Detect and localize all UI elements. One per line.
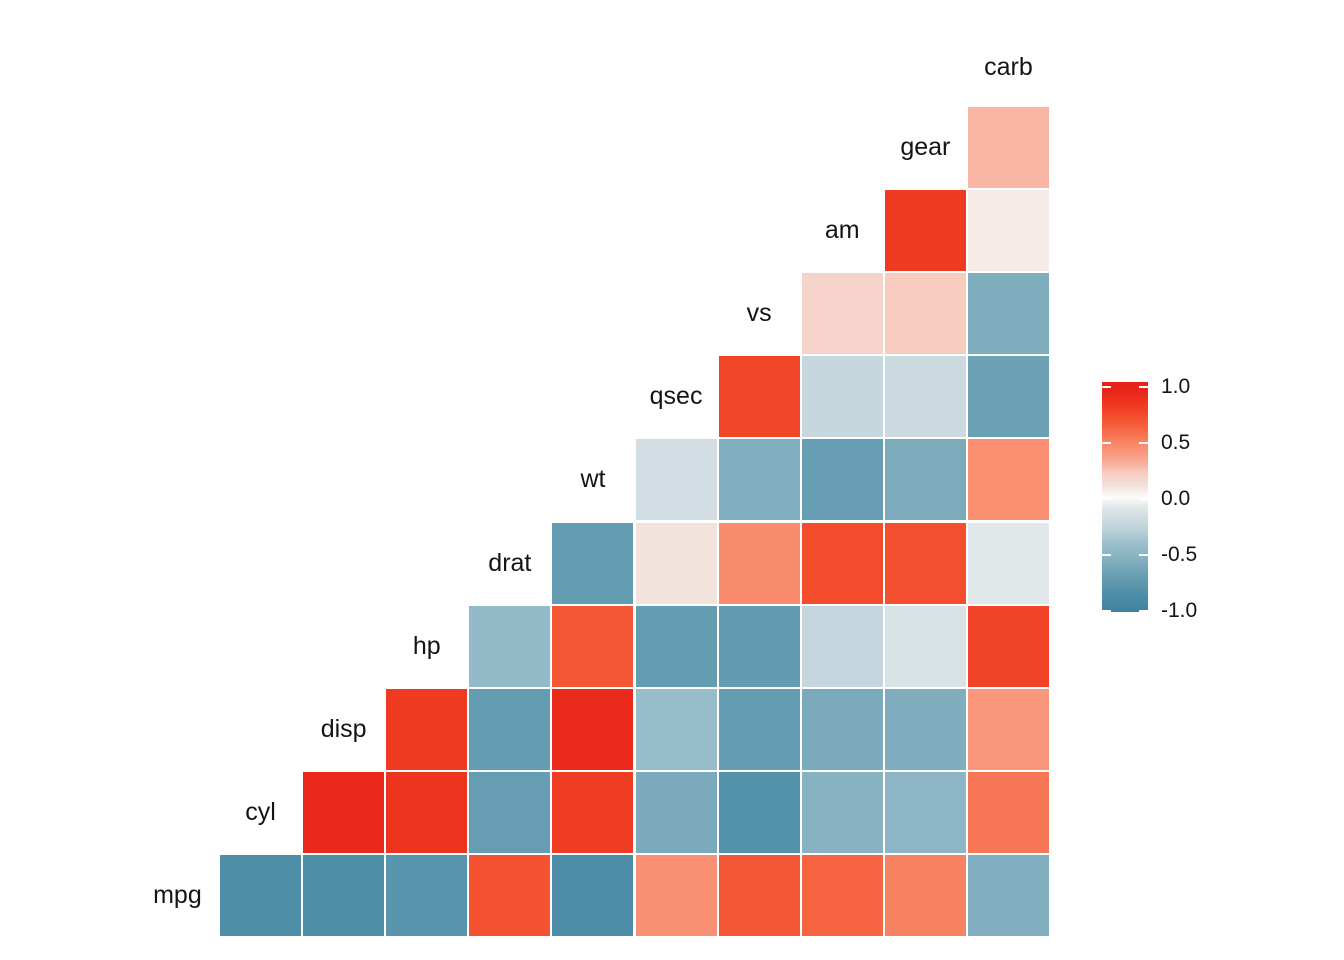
cell-gear-carb [966, 106, 1050, 190]
cell-qsec-vs [717, 355, 801, 439]
cell-mpg-gear [883, 853, 967, 937]
cell-disp-vs [717, 687, 801, 771]
cell-wt-gear [883, 438, 967, 522]
col-label-carb: carb [984, 52, 1033, 81]
colorbar-tick-label-0.5: 0.5 [1161, 430, 1191, 454]
row-label-gear: gear [900, 133, 951, 162]
cell-mpg-qsec [634, 853, 718, 937]
cell-mpg-cyl [219, 853, 303, 937]
cell-cyl-qsec [634, 770, 718, 854]
cell-drat-wt [551, 521, 635, 605]
row-label-mpg: mpg [153, 880, 202, 909]
cell-disp-hp [385, 687, 469, 771]
colorbar-gradient [1102, 382, 1148, 612]
cell-disp-carb [966, 687, 1050, 771]
cell-wt-am [800, 438, 884, 522]
cell-cyl-carb [966, 770, 1050, 854]
cell-drat-gear [883, 521, 967, 605]
cell-cyl-gear [883, 770, 967, 854]
cell-disp-qsec [634, 687, 718, 771]
cell-vs-carb [966, 272, 1050, 356]
cell-qsec-gear [883, 355, 967, 439]
cell-disp-drat [468, 687, 552, 771]
cell-am-carb [966, 189, 1050, 273]
cell-disp-gear [883, 687, 967, 771]
cell-cyl-wt [551, 770, 635, 854]
colorbar-tick-mark [1102, 386, 1111, 388]
colorbar-tick-label--1.0: -1.0 [1161, 598, 1198, 622]
colorbar-tick-mark [1139, 609, 1148, 612]
row-label-vs: vs [746, 299, 772, 328]
colorbar-tick-label--0.5: -0.5 [1161, 542, 1198, 566]
cell-cyl-vs [717, 770, 801, 854]
cell-wt-carb [966, 438, 1050, 522]
cell-mpg-carb [966, 853, 1050, 937]
cell-hp-qsec [634, 604, 718, 688]
cell-qsec-carb [966, 355, 1050, 439]
cell-vs-gear [883, 272, 967, 356]
cell-wt-vs [717, 438, 801, 522]
row-label-wt: wt [580, 465, 606, 494]
colorbar-tick-mark [1139, 497, 1148, 500]
cell-am-gear [883, 189, 967, 273]
cell-hp-vs [717, 604, 801, 688]
colorbar-tick-mark [1102, 609, 1111, 612]
colorbar-tick-label-0.0: 0.0 [1161, 486, 1191, 510]
cell-wt-qsec [634, 438, 718, 522]
colorbar-tick-mark [1102, 553, 1111, 556]
cell-mpg-wt [551, 853, 635, 937]
cell-mpg-am [800, 853, 884, 937]
row-label-am: am [824, 216, 860, 245]
cell-drat-vs [717, 521, 801, 605]
cell-drat-qsec [634, 521, 718, 605]
colorbar-tick-mark [1102, 497, 1111, 500]
cell-cyl-disp [302, 770, 386, 854]
cell-cyl-hp [385, 770, 469, 854]
colorbar-tick-mark [1139, 441, 1148, 444]
row-label-qsec: qsec [649, 382, 703, 411]
cell-mpg-hp [385, 853, 469, 937]
cell-drat-carb [966, 521, 1050, 605]
cell-hp-am [800, 604, 884, 688]
cell-drat-am [800, 521, 884, 605]
colorbar-tick-mark [1139, 553, 1148, 556]
row-label-hp: hp [412, 631, 441, 660]
cell-cyl-am [800, 770, 884, 854]
cell-mpg-drat [468, 853, 552, 937]
cell-mpg-disp [302, 853, 386, 937]
cell-mpg-vs [717, 853, 801, 937]
row-label-disp: disp [320, 714, 367, 743]
cell-disp-wt [551, 687, 635, 771]
row-label-drat: drat [488, 548, 532, 577]
colorbar-tick-mark [1102, 441, 1111, 444]
cell-hp-wt [551, 604, 635, 688]
cell-hp-gear [883, 604, 967, 688]
cell-cyl-drat [468, 770, 552, 854]
row-label-cyl: cyl [245, 797, 276, 826]
cell-qsec-am [800, 355, 884, 439]
cell-vs-am [800, 272, 884, 356]
colorbar-tick-mark [1139, 386, 1148, 388]
cell-disp-am [800, 687, 884, 771]
colorbar-tick-label-1.0: 1.0 [1161, 375, 1191, 398]
cell-hp-carb [966, 604, 1050, 688]
cell-hp-drat [468, 604, 552, 688]
